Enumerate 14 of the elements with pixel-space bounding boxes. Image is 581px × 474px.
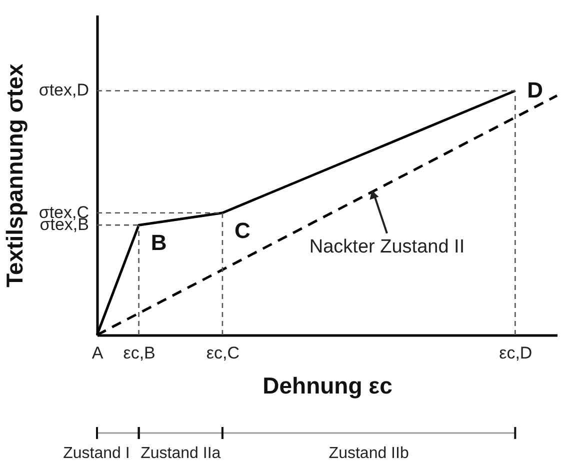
x-tick-label: εc,C [206, 344, 240, 362]
text: σtex,D [38, 80, 89, 100]
text: Zustand IIa [140, 445, 221, 462]
annotation: D [527, 78, 544, 103]
text: Zustand IIb [328, 445, 409, 462]
x-tick-label: εc,B [123, 344, 156, 362]
x-axis-title: Dehnung εc [262, 372, 393, 398]
x-tick-label: A [92, 344, 104, 362]
annotation: B [150, 230, 167, 256]
text: Zustand I [63, 445, 130, 462]
x-tick-label: εc,D [499, 344, 532, 362]
annotation: Nackter Zustand II [309, 236, 465, 258]
y-axis-title: Textilspannung σtex [2, 63, 28, 288]
annotation: C [234, 218, 250, 243]
